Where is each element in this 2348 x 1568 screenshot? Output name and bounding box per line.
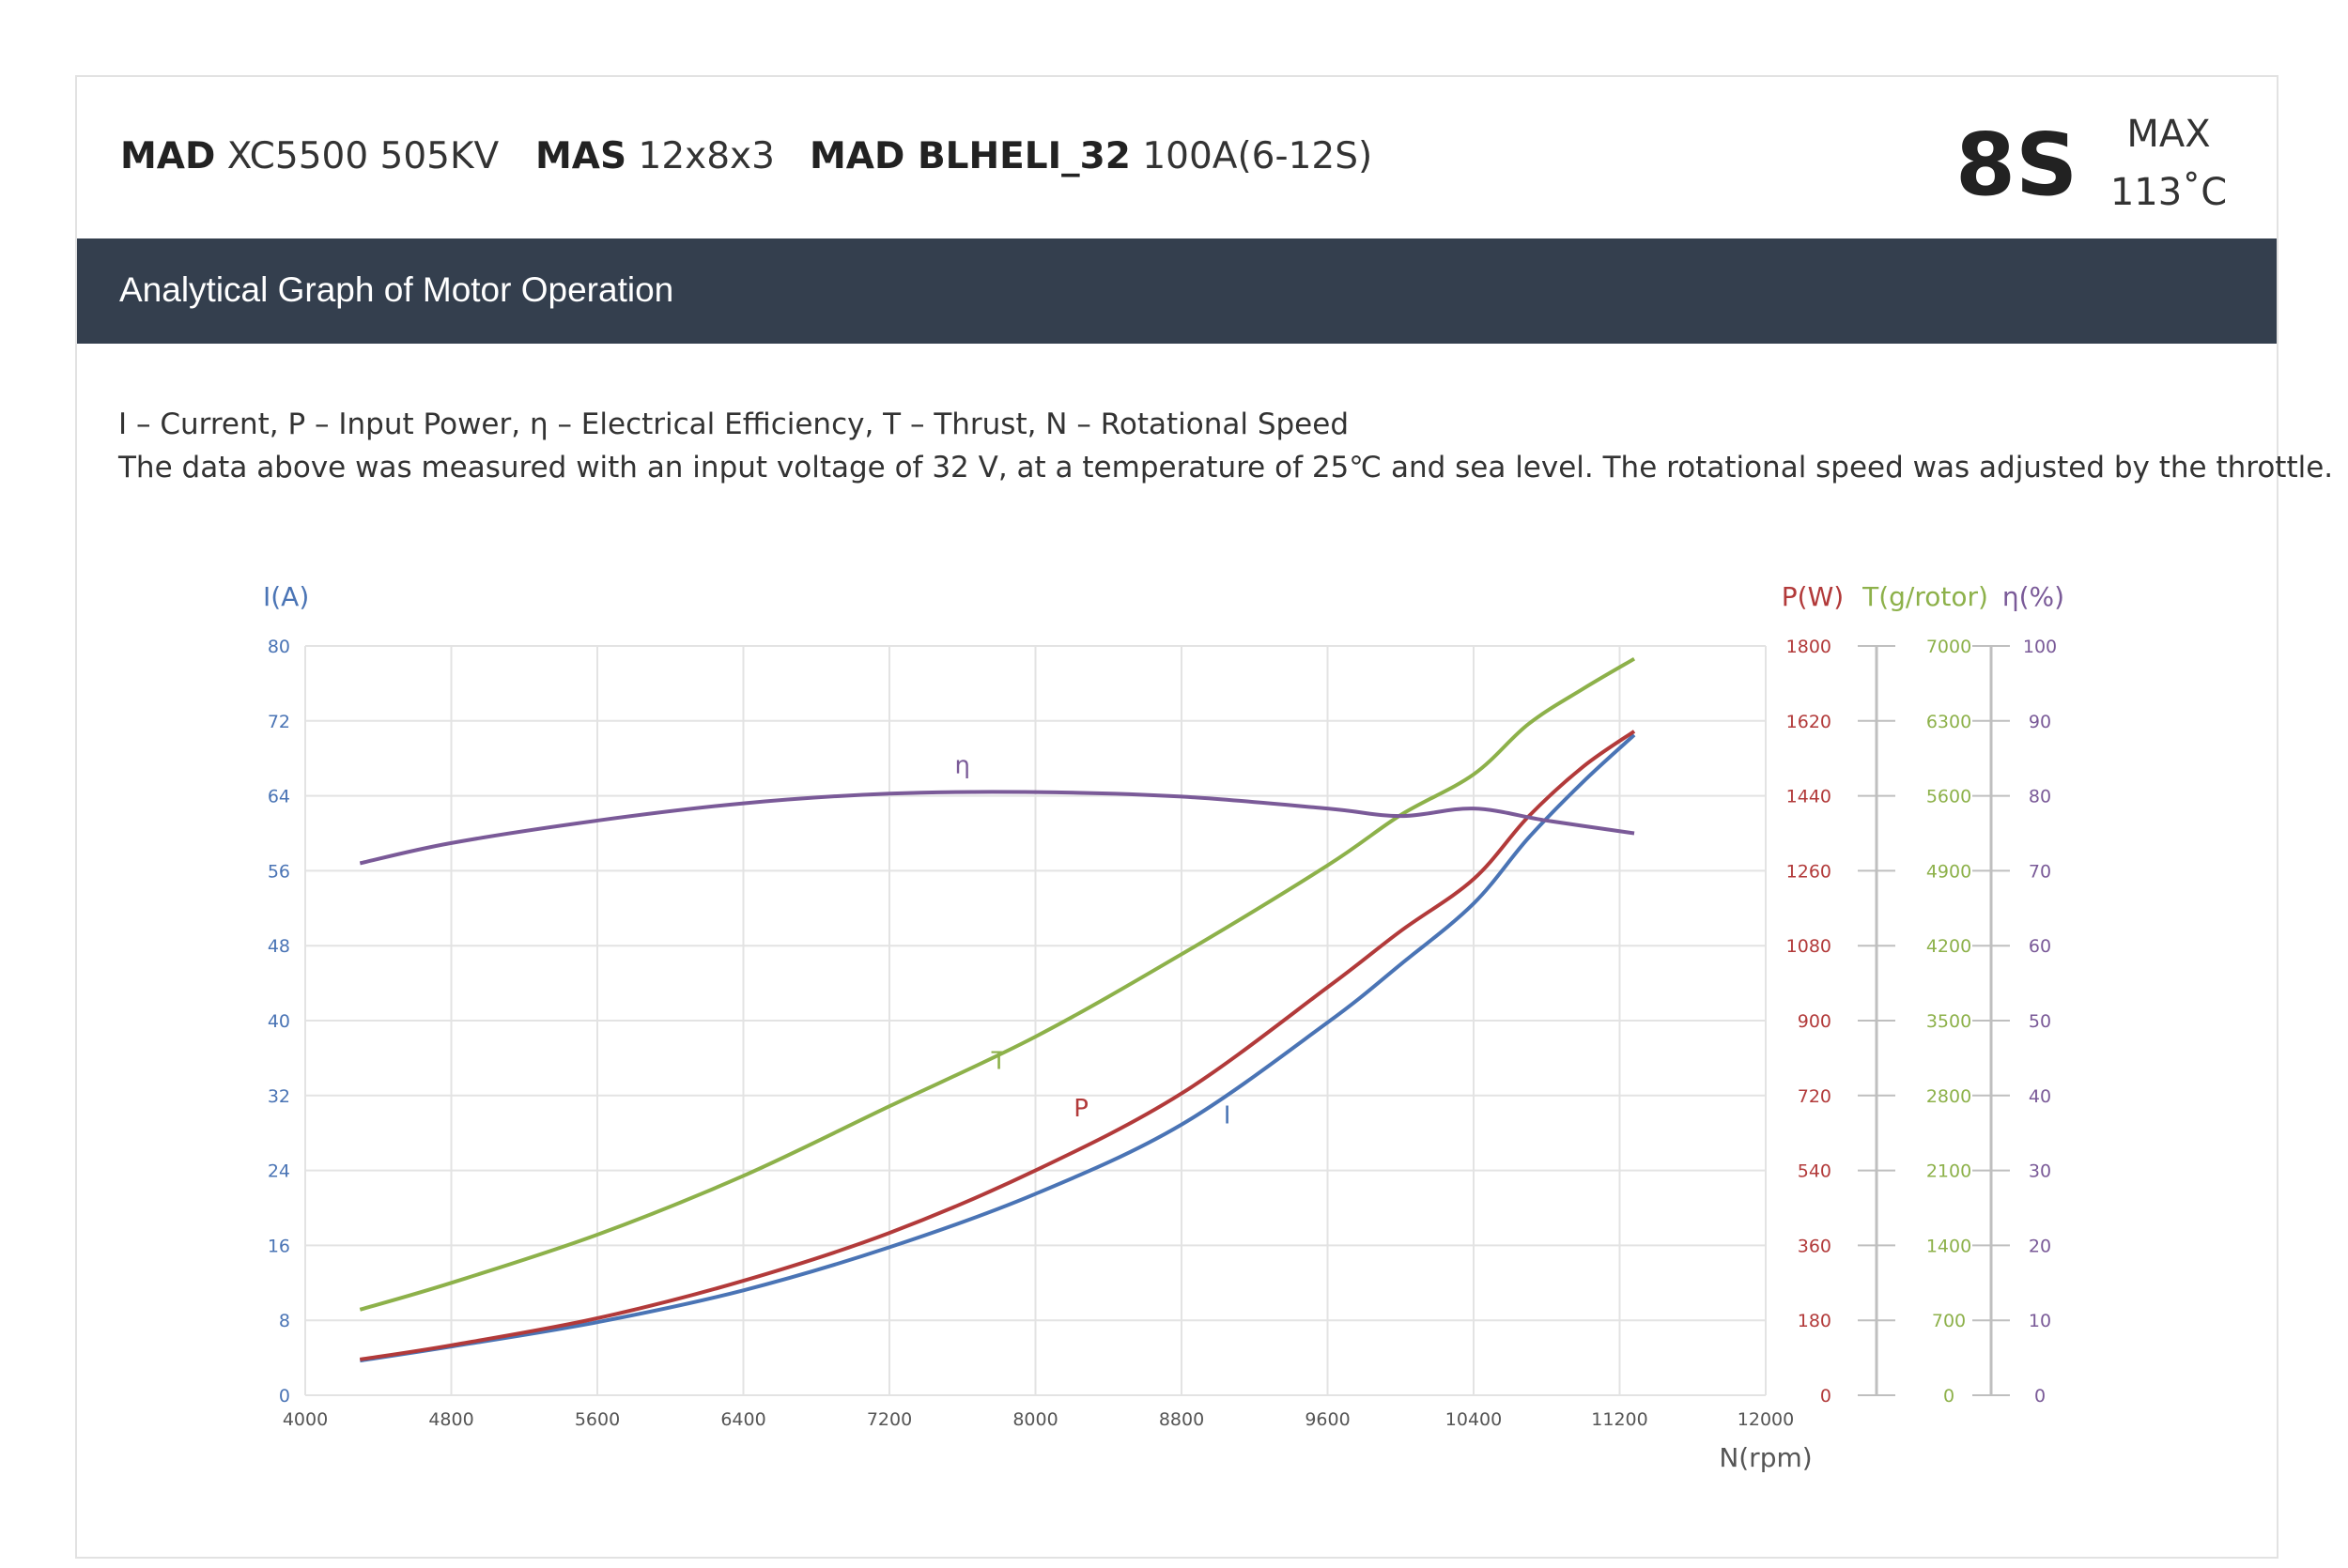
propeller-spec: MAS 12x8x3 (535, 135, 775, 177)
x-tick-label: 4000 (283, 1409, 328, 1430)
motor-brand: MAD (120, 135, 216, 177)
y-tick-label-power: 1620 (1786, 712, 1831, 732)
y-tick-label-power: 540 (1798, 1161, 1831, 1182)
series-line-power (360, 730, 1636, 1361)
y-tick-label-current: 80 (268, 637, 290, 657)
y-tick-label-power: 360 (1798, 1236, 1831, 1256)
y-tick-label-current: 16 (268, 1236, 290, 1256)
x-tick-label: 4800 (428, 1409, 473, 1430)
esc-model: 100A(6-12S) (1142, 135, 1373, 177)
y-tick-label-efficiency: 0 (2034, 1386, 2046, 1407)
y-tick-label-current: 48 (268, 936, 290, 957)
x-tick-label: 9600 (1305, 1409, 1350, 1430)
section-title: Analytical Graph of Motor Operation (119, 270, 674, 309)
y-tick-label-power: 900 (1798, 1011, 1831, 1032)
section-banner: Analytical Graph of Motor Operation (77, 238, 2277, 344)
y-tick-label-thrust: 4200 (1926, 936, 1971, 957)
y-tick-label-current: 0 (279, 1386, 290, 1407)
x-tick-label: 7200 (867, 1409, 912, 1430)
y-tick-label-current: 64 (268, 787, 290, 807)
x-tick-label: 11200 (1591, 1409, 1647, 1430)
chart-card: MAD XC5500 505KV MAS 12x8x3 MAD BLHELI_3… (75, 75, 2333, 1559)
y-tick-label-efficiency: 30 (2029, 1161, 2051, 1182)
motor-spec: MAD XC5500 505KV (120, 135, 499, 177)
y-tick-label-power: 720 (1798, 1086, 1831, 1107)
y-axis-title-thrust: T(g/rotor) (1861, 581, 1988, 612)
series-line-efficiency (359, 790, 1635, 866)
propeller-brand: MAS (535, 135, 627, 177)
y-tick-label-thrust: 5600 (1926, 787, 1971, 807)
y-tick-label-current: 32 (268, 1086, 290, 1107)
series-line-current (360, 733, 1636, 1363)
chart-series (359, 656, 1636, 1363)
x-tick-label: 6400 (720, 1409, 765, 1430)
y-axis-title-power: P(W) (1782, 581, 1844, 612)
max-temp-value: 113˚C (2109, 171, 2228, 214)
y-tick-label-thrust: 4900 (1926, 861, 1971, 882)
y-tick-label-efficiency: 10 (2029, 1311, 2051, 1331)
y-tick-label-thrust: 6300 (1926, 712, 1971, 732)
series-label-thrust: T (991, 1047, 1007, 1075)
y-tick-label-current: 8 (279, 1311, 290, 1331)
y-tick-label-current: 24 (268, 1161, 290, 1182)
spec-header: MAD XC5500 505KV MAS 12x8x3 MAD BLHELI_3… (77, 77, 2277, 237)
y-tick-label-efficiency: 40 (2029, 1086, 2051, 1107)
series-label-current: I (1224, 1102, 1231, 1130)
esc-brand: MAD BLHELI_32 (810, 135, 1131, 177)
chart-grid (304, 645, 1767, 1396)
y-tick-label-power: 0 (1820, 1386, 1831, 1407)
y-tick-label-efficiency: 100 (2023, 637, 2057, 657)
series-line-thrust (359, 656, 1636, 1312)
max-label: MAX (2126, 113, 2211, 156)
y-tick-label-thrust: 1400 (1926, 1236, 1971, 1256)
y-tick-label-efficiency: 50 (2029, 1011, 2051, 1032)
conditions-description: The data above was measured with an inpu… (118, 451, 2334, 484)
y-tick-label-power: 1080 (1786, 936, 1831, 957)
y-tick-label-thrust: 700 (1932, 1311, 1966, 1331)
y-tick-label-efficiency: 20 (2029, 1236, 2051, 1256)
x-tick-label: 8800 (1159, 1409, 1204, 1430)
y-tick-label-thrust: 7000 (1926, 637, 1971, 657)
y-tick-label-power: 180 (1798, 1311, 1831, 1331)
y-tick-label-thrust: 0 (1943, 1386, 1954, 1407)
x-tick-label: 10400 (1445, 1409, 1502, 1430)
x-tick-label: 5600 (575, 1409, 620, 1430)
y-tick-label-thrust: 2800 (1926, 1086, 1971, 1107)
chart-labels: I P Tη (955, 752, 1231, 1130)
y-tick-label-current: 72 (268, 712, 290, 732)
y-tick-label-current: 56 (268, 861, 290, 882)
y-axis-title-current: I(A) (263, 581, 309, 612)
y-tick-label-thrust: 3500 (1926, 1011, 1971, 1032)
motor-model: XC5500 505KV (226, 135, 500, 177)
battery-cells: 8S (1955, 115, 2078, 215)
y-tick-label-efficiency: 60 (2029, 936, 2051, 957)
y-tick-label-thrust: 2100 (1926, 1161, 1971, 1182)
esc-spec: MAD BLHELI_32 100A(6-12S) (810, 135, 1372, 177)
legend-description: I – Current, P – Input Power, η – Electr… (118, 407, 1349, 441)
max-temperature: MAX 113˚C (2098, 105, 2239, 222)
series-label-power: P (1074, 1095, 1089, 1123)
y-axis-title-efficiency: η(%) (2002, 581, 2064, 612)
propeller-model: 12x8x3 (638, 135, 775, 177)
y-tick-label-current: 40 (268, 1011, 290, 1032)
y-tick-label-efficiency: 70 (2029, 861, 2051, 882)
y-tick-label-efficiency: 90 (2029, 712, 2051, 732)
y-tick-label-efficiency: 80 (2029, 787, 2051, 807)
y-tick-label-power: 1260 (1786, 861, 1831, 882)
x-tick-label: 12000 (1738, 1409, 1794, 1430)
series-label-efficiency: η (955, 752, 970, 780)
y-tick-label-power: 1440 (1786, 787, 1831, 807)
x-tick-label: 8000 (1012, 1409, 1058, 1430)
y-tick-label-power: 1800 (1786, 637, 1831, 657)
x-axis-title: N(rpm) (1719, 1442, 1812, 1473)
